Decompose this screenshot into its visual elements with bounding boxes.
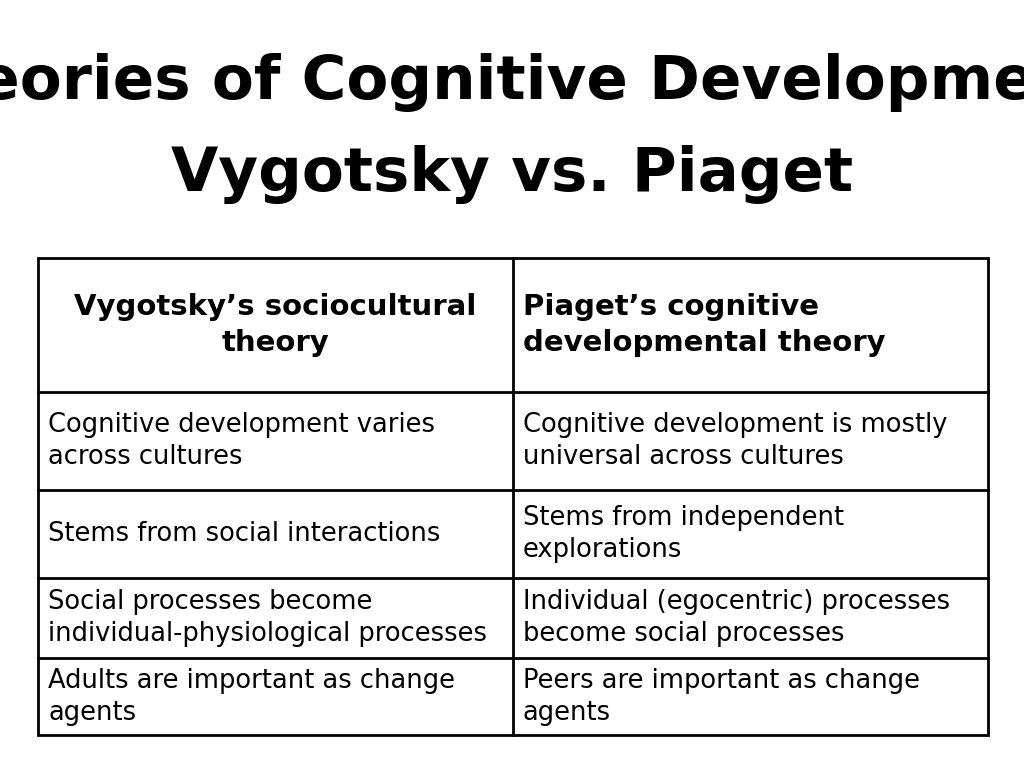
Text: Stems from independent
explorations: Stems from independent explorations (523, 505, 844, 563)
Text: Stems from social interactions: Stems from social interactions (48, 521, 440, 547)
Text: Individual (egocentric) processes
become social processes: Individual (egocentric) processes become… (523, 589, 950, 647)
Text: Theories of Cognitive Development:: Theories of Cognitive Development: (0, 52, 1024, 111)
Text: Social processes become
individual-physiological processes: Social processes become individual-physi… (48, 589, 487, 647)
Text: Adults are important as change
agents: Adults are important as change agents (48, 667, 455, 726)
Text: Peers are important as change
agents: Peers are important as change agents (523, 667, 920, 726)
Text: Vygotsky vs. Piaget: Vygotsky vs. Piaget (171, 145, 853, 204)
Text: Cognitive development varies
across cultures: Cognitive development varies across cult… (48, 412, 435, 470)
Text: Vygotsky’s sociocultural
theory: Vygotsky’s sociocultural theory (75, 293, 477, 357)
Text: Cognitive development is mostly
universal across cultures: Cognitive development is mostly universa… (523, 412, 947, 470)
Bar (38, 258, 988, 735)
Text: Piaget’s cognitive
developmental theory: Piaget’s cognitive developmental theory (523, 293, 886, 357)
